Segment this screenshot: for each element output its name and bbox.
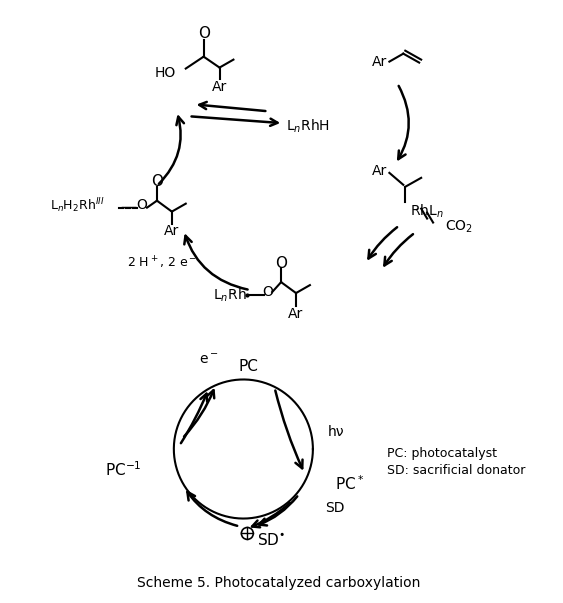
Text: Ar: Ar [372,55,387,69]
Text: SD: SD [325,501,345,515]
Text: O: O [262,285,272,299]
Text: PC: photocatalyst: PC: photocatalyst [387,447,497,461]
Text: O: O [198,27,209,41]
Text: Ar: Ar [372,164,387,178]
Text: e$^-$: e$^-$ [199,353,218,367]
Text: 2 H$^+$, 2 e$^-$: 2 H$^+$, 2 e$^-$ [127,255,198,271]
Text: Scheme 5. Photocatalyzed carboxylation: Scheme 5. Photocatalyzed carboxylation [137,576,421,590]
Text: PC$^{-1}$: PC$^{-1}$ [105,461,142,479]
Text: PC: PC [238,359,258,374]
Text: SD: sacrificial donator: SD: sacrificial donator [387,464,526,478]
Text: L$_n$RhH: L$_n$RhH [286,118,330,135]
Text: L$_n$Rh: L$_n$Rh [213,286,247,304]
Text: Ar: Ar [164,224,180,238]
Text: Ar: Ar [212,80,227,95]
Text: Ar: Ar [288,307,303,321]
Text: L$_n$H$_2$Rh$^{III}$: L$_n$H$_2$Rh$^{III}$ [50,197,104,215]
Text: PC$^*$: PC$^*$ [335,475,364,493]
Text: HO: HO [155,66,176,80]
Text: hν: hν [328,425,345,438]
Text: RhL$_n$: RhL$_n$ [410,203,444,220]
Text: CO$_2$: CO$_2$ [445,218,473,235]
Text: O: O [151,174,163,189]
Text: SD$^{•}$: SD$^{•}$ [257,532,285,549]
Text: O: O [137,198,148,212]
Text: O: O [275,256,287,271]
